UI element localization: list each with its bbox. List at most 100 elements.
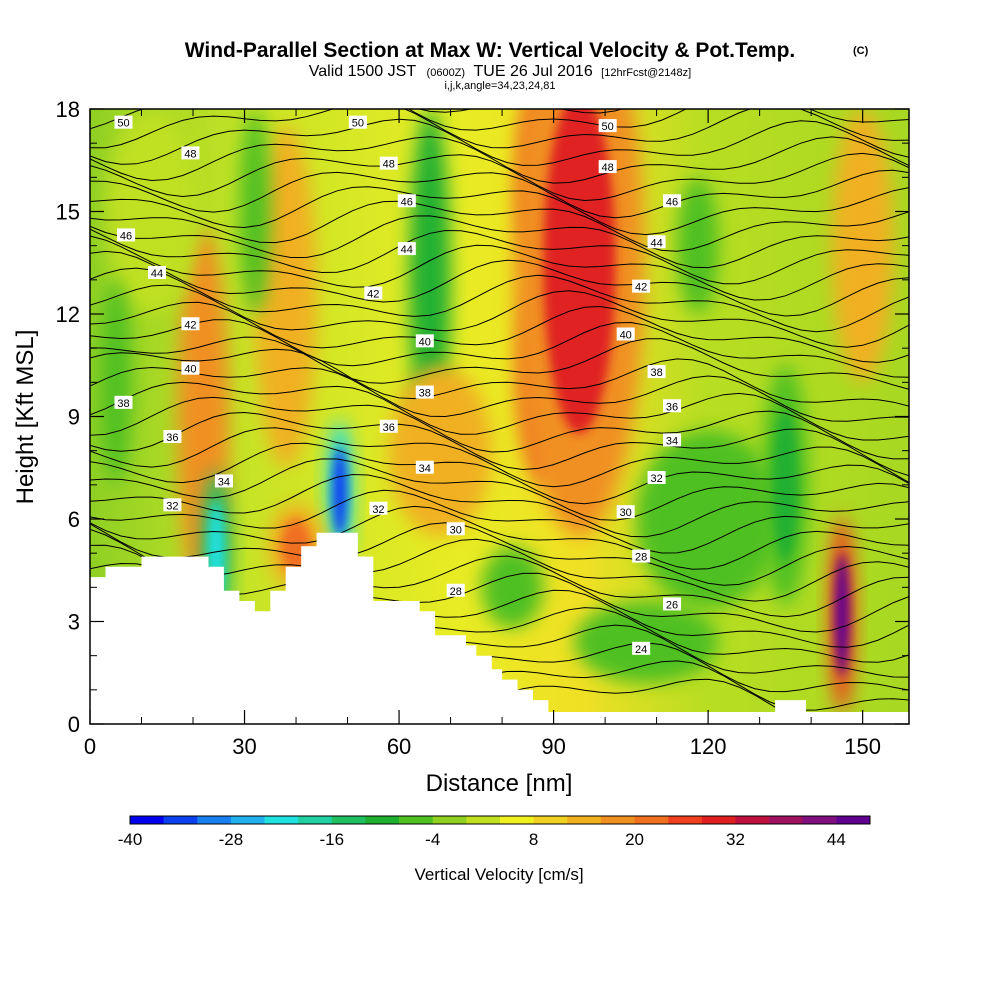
colorbar-swatch [567, 816, 602, 824]
contour-label-text: 32 [166, 500, 178, 512]
x-tick-label: 0 [84, 734, 96, 759]
isotherm-line [90, 109, 909, 131]
contour-label-text: 42 [367, 289, 379, 301]
contour-label-text: 44 [151, 268, 163, 280]
velocity-cell [332, 447, 348, 537]
isotherm-line [90, 235, 909, 301]
contour-label-box [616, 327, 635, 341]
contour-label-box [647, 471, 666, 484]
contour-label-text: 48 [184, 148, 196, 160]
x-axis-label: Distance [nm] [426, 770, 573, 797]
colorbar-swatch [533, 816, 568, 824]
colorbar-swatch [466, 816, 501, 824]
contour-label-40: 40 [181, 361, 200, 376]
colorbar-swatch [735, 816, 770, 824]
contour-label-28: 28 [632, 549, 651, 564]
velocity-cell [636, 430, 781, 608]
contour-label-text: 34 [218, 476, 230, 488]
contour-label-text: 50 [117, 118, 129, 130]
colorbar-swatch [634, 816, 669, 824]
x-tick-label: 150 [844, 734, 881, 759]
contour-label-text: 46 [401, 196, 413, 208]
contour-label-36: 36 [163, 430, 182, 444]
colorbar-tick-label: 20 [625, 830, 644, 849]
colorbar-swatch [802, 816, 837, 824]
colorbar-swatch [769, 816, 804, 824]
colorbar-tick-label: 32 [726, 830, 745, 849]
colorbar-tick-label: -4 [425, 830, 440, 849]
contour-label-34: 34 [663, 433, 682, 447]
contour-label-40: 40 [415, 334, 434, 348]
isotherm-line [90, 200, 909, 252]
contour-label-box [415, 334, 434, 348]
velocity-cell [543, 109, 616, 434]
isotherm-line [90, 250, 909, 317]
velocity-cell [481, 546, 544, 629]
y-axis-label: Height [Kft MSL] [12, 330, 39, 505]
contour-label-text: 32 [372, 504, 384, 516]
colorbar-swatch [197, 816, 232, 824]
isotherm-line [90, 528, 909, 602]
contour-label-text: 32 [650, 473, 662, 485]
isotherm-line [90, 381, 909, 441]
contour-label-text: 44 [401, 244, 413, 256]
y-tick-label: 6 [68, 507, 80, 532]
isotherm-line [90, 215, 909, 269]
colorbar-swatch [230, 816, 265, 824]
colorbar-swatch [163, 816, 198, 824]
colorbar: -40 -28 -16 -4 8 20 32 44 [118, 815, 871, 849]
isotherm-line [90, 152, 909, 202]
contour-label-box [397, 194, 416, 208]
contour-label-36: 36 [663, 399, 682, 413]
isotherm-line [90, 473, 909, 538]
isotherm-line [90, 458, 909, 521]
colorbar-swatch [668, 816, 703, 824]
velocity-cell [388, 365, 492, 537]
isotherm-line [90, 109, 909, 149]
velocity-cell [100, 279, 132, 485]
x-tick-label: 90 [541, 734, 565, 759]
contour-label-50: 50 [348, 115, 367, 130]
contour-label-36: 36 [379, 419, 398, 434]
isotherm-line [90, 427, 909, 488]
isotherm-line [90, 442, 909, 505]
isotherm-line [90, 267, 909, 333]
y-tick-label: 9 [68, 405, 80, 430]
isotherm-line [90, 411, 909, 477]
grid-indices: i,j,k,angle=34,23,24,81 [444, 80, 555, 92]
y-tick-label: 18 [56, 97, 80, 122]
contour-label-box [379, 156, 398, 170]
contour-label-34: 34 [214, 474, 233, 488]
contour-label-48: 48 [379, 156, 398, 171]
isotherm-line [90, 489, 909, 554]
contour-label-box [446, 583, 465, 597]
y-tick-label: 3 [68, 610, 80, 635]
contour-label-26: 26 [663, 597, 682, 611]
velocity-cell [834, 553, 850, 677]
contour-label-32: 32 [647, 471, 666, 485]
valid-time-line: Valid 1500 JST (0600Z) TUE 26 Jul 2016 [… [309, 63, 691, 80]
x-tick-label: 60 [387, 734, 411, 759]
contour-label-text: 50 [602, 121, 614, 133]
contour-label-42: 42 [181, 317, 200, 331]
colorbar-swatch [298, 816, 333, 824]
contour-label-38: 38 [114, 395, 133, 410]
contour-label-text: 44 [650, 237, 662, 249]
isotherm-line [90, 228, 909, 285]
contour-label-text: 40 [620, 330, 632, 342]
colorbar-swatch [701, 816, 736, 824]
contour-label-box [446, 522, 465, 536]
contour-label-44: 44 [397, 242, 416, 256]
contour-label-text: 28 [635, 552, 647, 564]
contour-label-text: 42 [184, 319, 196, 331]
contour-label-box [647, 235, 666, 249]
contour-label-box [663, 399, 682, 413]
colorbar-tick-label: -28 [219, 830, 244, 849]
contour-label-box [379, 419, 398, 433]
contour-label-text: 36 [666, 401, 678, 413]
contour-label-48: 48 [598, 160, 617, 174]
contour-label-34: 34 [415, 460, 434, 475]
contour-label-box [663, 194, 682, 208]
velocity-cell [772, 409, 799, 560]
isotherm-line [90, 186, 909, 236]
